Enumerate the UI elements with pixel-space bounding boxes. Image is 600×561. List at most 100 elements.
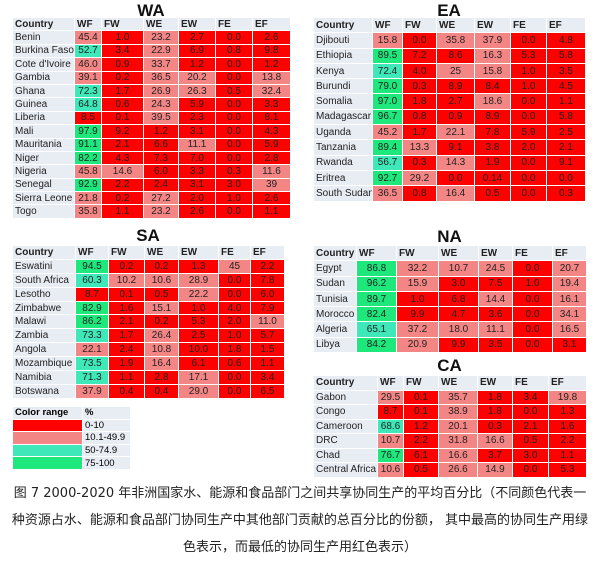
country-label: Morocco bbox=[313, 306, 357, 323]
column-header: WF bbox=[74, 16, 102, 32]
heatmap-cell-ew: 8.9 bbox=[474, 108, 511, 126]
heatmap-cell-ef: 1.1 bbox=[546, 93, 586, 110]
heatmap-cell-ew: 3.8 bbox=[474, 139, 511, 156]
heatmap-cell-fe: 0.0 bbox=[512, 260, 553, 277]
heatmap-cell-ew: 37.9 bbox=[474, 32, 511, 49]
heatmap-cell-we: 33.7 bbox=[143, 57, 179, 72]
heatmap-cell-fw: 14.6 bbox=[101, 164, 144, 179]
column-header: FE bbox=[215, 16, 253, 32]
heatmap-cell-wf: 86.8 bbox=[356, 260, 397, 277]
heatmap-cell-ef: 5.9 bbox=[252, 137, 291, 152]
table-row: Mali 97.9 9.2 1.2 3.1 0.0 4.3 bbox=[12, 124, 291, 139]
heatmap-cell-wf: 91.1 bbox=[74, 137, 102, 152]
heatmap-cell-fw: 2.4 bbox=[108, 342, 145, 358]
column-header: FE bbox=[512, 375, 549, 391]
heatmap-cell-ew: 7.8 bbox=[474, 124, 511, 141]
heatmap-cell-ew: 1.2 bbox=[178, 57, 216, 72]
heatmap-cell-fe: 3.4 bbox=[512, 389, 549, 405]
column-header: FW bbox=[402, 16, 437, 34]
column-header: FW bbox=[101, 16, 144, 32]
heatmap-cell-we: 23.2 bbox=[143, 204, 179, 219]
heatmap-cell-ew: 2.0 bbox=[178, 191, 216, 206]
heatmap-cell-we: 2.7 bbox=[436, 93, 475, 110]
heatmap-cell-we: 38.9 bbox=[438, 404, 478, 420]
heatmap-cell-ef: 3.1 bbox=[552, 336, 587, 354]
legend-swatch-teal bbox=[12, 443, 83, 458]
heatmap-cell-we: 2.4 bbox=[143, 177, 179, 193]
column-header: WE bbox=[144, 245, 179, 260]
heatmap-cell-wf: 29.5 bbox=[377, 389, 404, 405]
heatmap-cell-fw: 1.7 bbox=[402, 124, 437, 141]
heatmap-cell-we: 39.5 bbox=[143, 110, 179, 126]
heatmap-cell-wf: 45.4 bbox=[74, 30, 102, 45]
heatmap-cell-ew: 3.7 bbox=[477, 447, 513, 463]
heatmap-cell-fe: 0.0 bbox=[215, 110, 253, 126]
table-row: Namibia 71.3 1.1 2.8 17.1 0.0 3.4 bbox=[12, 370, 285, 385]
heatmap-cell-wf: 79.0 bbox=[372, 78, 403, 95]
heatmap-cell-wf: 10.6 bbox=[377, 462, 404, 478]
legend-range: 10.1-49.9 bbox=[82, 431, 131, 445]
heatmap-cell-wf: 36.5 bbox=[372, 185, 403, 202]
table-row: Rwanda 56.7 0.3 14.3 1.9 0.0 9.1 bbox=[313, 154, 586, 171]
country-label: Congo bbox=[313, 404, 378, 420]
column-header: WE bbox=[438, 375, 478, 391]
panel-title-wa: WA bbox=[137, 1, 165, 20]
heatmap-cell-ef: 1.1 bbox=[252, 204, 291, 219]
heatmap-cell-ef: 16.1 bbox=[552, 290, 587, 308]
heatmap-cell-ef: 1.1 bbox=[250, 356, 285, 372]
table-row: Somalia 97.0 1.8 2.7 18.6 0.0 1.1 bbox=[313, 93, 586, 110]
heatmap-cell-fe: 0.0 bbox=[215, 70, 253, 85]
country-label: Mozambique bbox=[12, 356, 76, 372]
heatmap-cell-wf: 8.5 bbox=[74, 110, 102, 126]
heatmap-cell-ew: 16.6 bbox=[477, 433, 513, 449]
heatmap-cell-wf: 97.9 bbox=[74, 124, 102, 139]
country-label: South Africa bbox=[12, 272, 76, 288]
heatmap-cell-fe: 45 bbox=[218, 258, 251, 274]
country-label: DRC bbox=[313, 433, 378, 449]
column-header: WE bbox=[438, 244, 479, 262]
heatmap-cell-wf: 52.7 bbox=[74, 43, 102, 59]
heatmap-cell-fe: 0.0 bbox=[215, 150, 253, 166]
heatmap-cell-ef: 11.6 bbox=[252, 164, 291, 179]
heatmap-cell-we: 26.9 bbox=[143, 83, 179, 99]
heatmap-cell-fw: 0.2 bbox=[108, 258, 145, 274]
heatmap-cell-ew: 3.1 bbox=[178, 177, 216, 193]
country-label: Ghana bbox=[12, 83, 75, 99]
heatmap-cell-we: 0.5 bbox=[144, 286, 179, 302]
heatmap-cell-ew: 18.6 bbox=[474, 93, 511, 110]
country-label: Tanzania bbox=[313, 139, 373, 156]
heatmap-cell-wf: 82.9 bbox=[75, 300, 109, 316]
heatmap-cell-fw: 37.2 bbox=[396, 321, 439, 338]
heatmap-cell-ew: 2.5 bbox=[178, 328, 219, 344]
heatmap-cell-fw: 0.2 bbox=[101, 70, 144, 85]
panel-title-ea: EA bbox=[437, 1, 461, 20]
heatmap-cell-we: 2.8 bbox=[144, 370, 179, 385]
heatmap-cell-fe: 0.0 bbox=[215, 30, 253, 45]
heatmap-cell-we: 35.7 bbox=[438, 389, 478, 405]
heatmap-cell-wf: 92.7 bbox=[372, 169, 403, 187]
heatmap-cell-wf: 45.2 bbox=[372, 124, 403, 141]
country-label: Cote d'Ivoire bbox=[12, 57, 75, 72]
heatmap-cell-we: 9.9 bbox=[438, 336, 479, 354]
heatmap-cell-ew: 5.3 bbox=[178, 314, 219, 330]
table-row: Egypt 86.8 32.2 10.7 24.5 0.0 20.7 bbox=[313, 260, 587, 277]
heatmap-cell-we: 16.4 bbox=[144, 356, 179, 372]
heatmap-cell-fw: 2.1 bbox=[101, 137, 144, 152]
heatmap-cell-fe: 0.0 bbox=[512, 321, 553, 338]
heatmap-cell-wf: 96.2 bbox=[356, 275, 397, 292]
table-row: Djibouti 15.8 0.0 35.8 37.9 0.0 4.8 bbox=[313, 32, 586, 49]
heatmap-cell-ew: 1.9 bbox=[474, 154, 511, 171]
country-label: Niger bbox=[12, 150, 75, 166]
heatmap-cell-we: 24.3 bbox=[143, 97, 179, 112]
heatmap-cell-fe: 0.0 bbox=[512, 290, 553, 308]
heatmap-table-ea: Country WF FW WE EW FE EF Djibouti 15.8 0.0 35.8 37… bbox=[313, 16, 586, 202]
heatmap-cell-wf: 73.5 bbox=[75, 356, 109, 372]
heatmap-table-ca: Country WF FW WE EW FE EF Gabon 29.5 0.1 35.7 1.8 3.… bbox=[313, 375, 587, 478]
heatmap-cell-we: 36.5 bbox=[143, 70, 179, 85]
heatmap-cell-ef: 4.8 bbox=[546, 32, 586, 49]
heatmap-cell-wf: 37.9 bbox=[75, 383, 109, 399]
heatmap-cell-ew: 16.3 bbox=[474, 47, 511, 64]
heatmap-cell-fw: 1.6 bbox=[108, 300, 145, 316]
country-label: Zimbabwe bbox=[12, 300, 76, 316]
heatmap-cell-fw: 0.6 bbox=[101, 97, 144, 112]
